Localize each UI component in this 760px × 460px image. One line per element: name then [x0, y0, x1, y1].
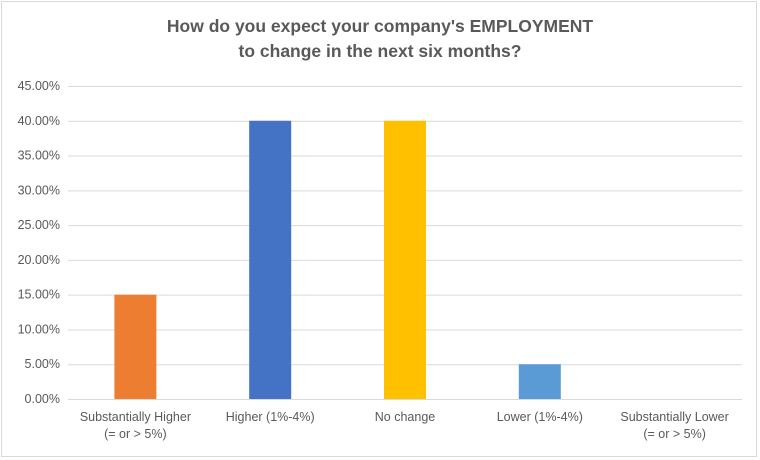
x-tick-label: Substantially Lower: [620, 410, 728, 424]
y-tick-label: 10.00%: [18, 322, 60, 336]
x-tick-label: Higher (1%-4%): [226, 410, 315, 424]
x-tick-label: Substantially Higher: [80, 410, 191, 424]
x-tick-label: (= or > 5%): [643, 427, 706, 441]
chart-title: How do you expect your company's EMPLOYM…: [0, 14, 760, 64]
y-tick-label: 5.00%: [25, 357, 60, 371]
x-tick-label: (= or > 5%): [104, 427, 167, 441]
bar: [114, 294, 157, 399]
y-tick-label: 20.00%: [18, 253, 60, 267]
y-tick-label: 40.00%: [18, 114, 60, 128]
y-tick-label: 15.00%: [18, 288, 60, 302]
bar: [249, 120, 292, 400]
chart-title-line-1: How do you expect your company's EMPLOYM…: [166, 16, 594, 36]
bar: [518, 364, 561, 399]
y-tick-label: 30.00%: [18, 183, 60, 197]
y-tick-label: 35.00%: [18, 149, 60, 163]
y-tick-label: 25.00%: [18, 218, 60, 232]
x-tick-label: No change: [375, 410, 436, 424]
x-tick-label: Lower (1%-4%): [497, 410, 583, 424]
y-tick-label: 0.00%: [25, 392, 60, 406]
chart-title-line-2: to change in the next six months?: [238, 41, 522, 61]
bar: [384, 120, 426, 400]
y-tick-label: 45.00%: [18, 79, 60, 93]
